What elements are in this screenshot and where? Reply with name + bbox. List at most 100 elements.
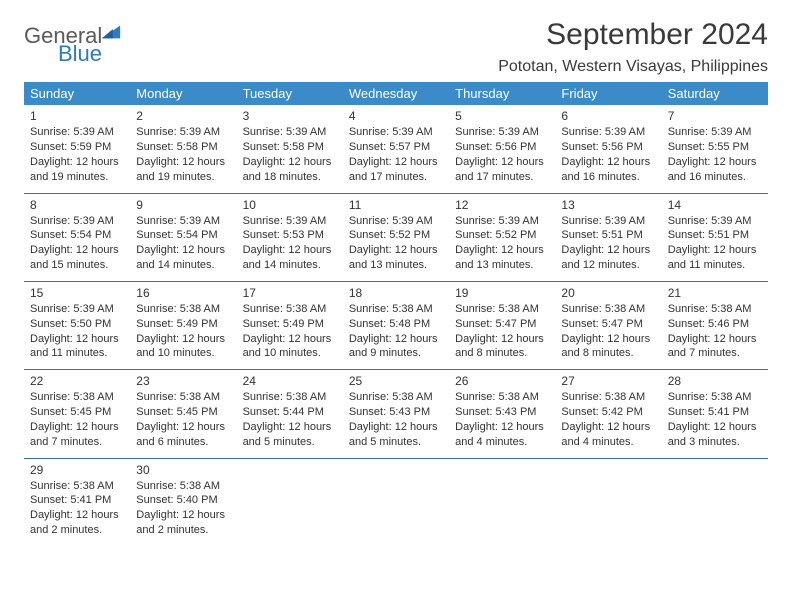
daylight-line: Daylight: 12 hours and 2 minutes. bbox=[30, 508, 124, 538]
daylight-line: Daylight: 12 hours and 17 minutes. bbox=[455, 155, 549, 185]
day-number: 5 bbox=[455, 109, 549, 123]
weekday-header: Saturday bbox=[662, 82, 768, 105]
day-info: Sunrise: 5:39 AMSunset: 5:51 PMDaylight:… bbox=[668, 214, 762, 273]
daylight-line: Daylight: 12 hours and 11 minutes. bbox=[30, 332, 124, 362]
sunset-line: Sunset: 5:51 PM bbox=[561, 228, 655, 243]
calendar-day-cell: 1 Sunrise: 5:39 AMSunset: 5:59 PMDaylight… bbox=[24, 105, 130, 193]
day-number: 16 bbox=[136, 286, 230, 300]
logo-text: General Blue bbox=[24, 26, 122, 64]
day-number: 3 bbox=[243, 109, 337, 123]
empty-cell bbox=[343, 458, 449, 546]
sunset-line: Sunset: 5:45 PM bbox=[30, 405, 124, 420]
day-info: Sunrise: 5:38 AMSunset: 5:44 PMDaylight:… bbox=[243, 390, 337, 449]
weekday-header: Monday bbox=[130, 82, 236, 105]
day-number: 15 bbox=[30, 286, 124, 300]
day-info: Sunrise: 5:38 AMSunset: 5:43 PMDaylight:… bbox=[455, 390, 549, 449]
calendar-week-row: 1 Sunrise: 5:39 AMSunset: 5:59 PMDaylight… bbox=[24, 105, 768, 193]
day-info: Sunrise: 5:38 AMSunset: 5:41 PMDaylight:… bbox=[668, 390, 762, 449]
sunrise-line: Sunrise: 5:38 AM bbox=[561, 302, 655, 317]
daylight-line: Daylight: 12 hours and 6 minutes. bbox=[136, 420, 230, 450]
day-info: Sunrise: 5:38 AMSunset: 5:42 PMDaylight:… bbox=[561, 390, 655, 449]
sunset-line: Sunset: 5:58 PM bbox=[136, 140, 230, 155]
day-info: Sunrise: 5:39 AMSunset: 5:59 PMDaylight:… bbox=[30, 125, 124, 184]
daylight-line: Daylight: 12 hours and 10 minutes. bbox=[243, 332, 337, 362]
logo-word-2: Blue bbox=[58, 44, 122, 64]
calendar-day-cell: 12 Sunrise: 5:39 AMSunset: 5:52 PMDayligh… bbox=[449, 193, 555, 281]
sunrise-line: Sunrise: 5:38 AM bbox=[136, 479, 230, 494]
daylight-line: Daylight: 12 hours and 18 minutes. bbox=[243, 155, 337, 185]
sunrise-line: Sunrise: 5:38 AM bbox=[30, 479, 124, 494]
day-number: 24 bbox=[243, 374, 337, 388]
day-number: 25 bbox=[349, 374, 443, 388]
sunrise-line: Sunrise: 5:39 AM bbox=[349, 214, 443, 229]
day-number: 6 bbox=[561, 109, 655, 123]
day-number: 30 bbox=[136, 463, 230, 477]
calendar-day-cell: 27Sunrise: 5:38 AMSunset: 5:42 PMDayligh… bbox=[555, 370, 661, 458]
daylight-line: Daylight: 12 hours and 7 minutes. bbox=[30, 420, 124, 450]
sunrise-line: Sunrise: 5:38 AM bbox=[136, 390, 230, 405]
sunrise-line: Sunrise: 5:39 AM bbox=[668, 214, 762, 229]
daylight-line: Daylight: 12 hours and 19 minutes. bbox=[30, 155, 124, 185]
calendar-table: Sunday Monday Tuesday Wednesday Thursday… bbox=[24, 82, 768, 546]
calendar-week-row: 15Sunrise: 5:39 AMSunset: 5:50 PMDayligh… bbox=[24, 281, 768, 369]
day-info: Sunrise: 5:38 AMSunset: 5:45 PMDaylight:… bbox=[30, 390, 124, 449]
day-info: Sunrise: 5:39 AMSunset: 5:57 PMDaylight:… bbox=[349, 125, 443, 184]
sunrise-line: Sunrise: 5:38 AM bbox=[30, 390, 124, 405]
month-title: September 2024 bbox=[498, 18, 768, 52]
day-info: Sunrise: 5:38 AMSunset: 5:41 PMDaylight:… bbox=[30, 479, 124, 538]
daylight-line: Daylight: 12 hours and 17 minutes. bbox=[349, 155, 443, 185]
calendar-day-cell: 15Sunrise: 5:39 AMSunset: 5:50 PMDayligh… bbox=[24, 281, 130, 369]
day-number: 12 bbox=[455, 198, 549, 212]
sunset-line: Sunset: 5:52 PM bbox=[455, 228, 549, 243]
calendar-day-cell: 3 Sunrise: 5:39 AMSunset: 5:58 PMDaylight… bbox=[237, 105, 343, 193]
calendar-day-cell: 6Sunrise: 5:39 AMSunset: 5:56 PMDaylight… bbox=[555, 105, 661, 193]
day-info: Sunrise: 5:39 AMSunset: 5:58 PMDaylight:… bbox=[243, 125, 337, 184]
calendar-day-cell: 21Sunrise: 5:38 AMSunset: 5:46 PMDayligh… bbox=[662, 281, 768, 369]
sunset-line: Sunset: 5:54 PM bbox=[136, 228, 230, 243]
daylight-line: Daylight: 12 hours and 14 minutes. bbox=[136, 243, 230, 273]
sunrise-line: Sunrise: 5:38 AM bbox=[243, 302, 337, 317]
calendar-day-cell: 14Sunrise: 5:39 AMSunset: 5:51 PMDayligh… bbox=[662, 193, 768, 281]
sunset-line: Sunset: 5:53 PM bbox=[243, 228, 337, 243]
day-number: 26 bbox=[455, 374, 549, 388]
calendar-day-cell: 30Sunrise: 5:38 AMSunset: 5:40 PMDayligh… bbox=[130, 458, 236, 546]
calendar-day-cell: 9Sunrise: 5:39 AMSunset: 5:54 PMDaylight… bbox=[130, 193, 236, 281]
sunset-line: Sunset: 5:55 PM bbox=[668, 140, 762, 155]
weekday-header: Friday bbox=[555, 82, 661, 105]
calendar-day-cell: 13Sunrise: 5:39 AMSunset: 5:51 PMDayligh… bbox=[555, 193, 661, 281]
calendar-day-cell: 16Sunrise: 5:38 AMSunset: 5:49 PMDayligh… bbox=[130, 281, 236, 369]
calendar-day-cell: 23Sunrise: 5:38 AMSunset: 5:45 PMDayligh… bbox=[130, 370, 236, 458]
sunrise-line: Sunrise: 5:39 AM bbox=[30, 125, 124, 140]
day-number: 13 bbox=[561, 198, 655, 212]
day-number: 4 bbox=[349, 109, 443, 123]
sunrise-line: Sunrise: 5:39 AM bbox=[30, 302, 124, 317]
day-number: 19 bbox=[455, 286, 549, 300]
logo-mark-icon bbox=[100, 20, 122, 42]
day-number: 7 bbox=[668, 109, 762, 123]
sunrise-line: Sunrise: 5:39 AM bbox=[668, 125, 762, 140]
day-number: 1 bbox=[30, 109, 124, 123]
day-info: Sunrise: 5:39 AMSunset: 5:56 PMDaylight:… bbox=[455, 125, 549, 184]
day-number: 28 bbox=[668, 374, 762, 388]
weekday-header-row: Sunday Monday Tuesday Wednesday Thursday… bbox=[24, 82, 768, 105]
day-info: Sunrise: 5:38 AMSunset: 5:47 PMDaylight:… bbox=[455, 302, 549, 361]
sunrise-line: Sunrise: 5:38 AM bbox=[561, 390, 655, 405]
day-info: Sunrise: 5:39 AMSunset: 5:52 PMDaylight:… bbox=[455, 214, 549, 273]
sunrise-line: Sunrise: 5:38 AM bbox=[455, 390, 549, 405]
day-number: 10 bbox=[243, 198, 337, 212]
sunrise-line: Sunrise: 5:39 AM bbox=[243, 125, 337, 140]
daylight-line: Daylight: 12 hours and 4 minutes. bbox=[561, 420, 655, 450]
daylight-line: Daylight: 12 hours and 14 minutes. bbox=[243, 243, 337, 273]
sunrise-line: Sunrise: 5:38 AM bbox=[668, 390, 762, 405]
daylight-line: Daylight: 12 hours and 8 minutes. bbox=[561, 332, 655, 362]
weekday-header: Tuesday bbox=[237, 82, 343, 105]
day-number: 8 bbox=[30, 198, 124, 212]
day-number: 2 bbox=[136, 109, 230, 123]
sunset-line: Sunset: 5:41 PM bbox=[668, 405, 762, 420]
sunrise-line: Sunrise: 5:39 AM bbox=[243, 214, 337, 229]
calendar-day-cell: 2Sunrise: 5:39 AMSunset: 5:58 PMDaylight… bbox=[130, 105, 236, 193]
calendar-day-cell: 24 Sunrise: 5:38 AMSunset: 5:44 PMDayligh… bbox=[237, 370, 343, 458]
calendar-week-row: 8Sunrise: 5:39 AMSunset: 5:54 PMDaylight… bbox=[24, 193, 768, 281]
daylight-line: Daylight: 12 hours and 11 minutes. bbox=[668, 243, 762, 273]
sunrise-line: Sunrise: 5:39 AM bbox=[349, 125, 443, 140]
